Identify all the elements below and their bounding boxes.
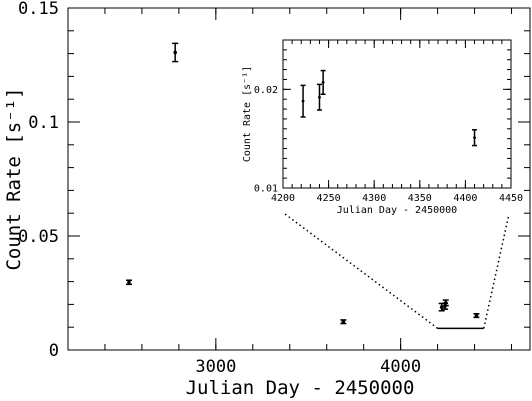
x-tick-label: 4450 [499, 193, 523, 204]
x-tick-label: 4200 [271, 193, 295, 204]
inset-plot-frame [282, 39, 512, 189]
y-tick-label: 0 [49, 341, 59, 361]
data-point [474, 313, 479, 318]
inset-y-axis-label: Count Rate [s⁻¹] [242, 66, 253, 162]
main-data-points [125, 42, 480, 325]
main-plot-frame [67, 7, 531, 351]
zoom-connector-left [284, 213, 439, 329]
y-tick-label: 0.05 [18, 227, 59, 247]
y-tick-label: 0.1 [28, 113, 59, 133]
x-tick-label: 4300 [362, 193, 386, 204]
x-tick-label: 3000 [195, 357, 236, 377]
main-x-axis-label: Julian Day - 2450000 [186, 377, 415, 399]
data-point [173, 50, 177, 55]
y-tick-label: 0.02 [254, 85, 278, 96]
main-y-axis-label: Count Rate [s⁻¹] [3, 87, 25, 270]
data-point [321, 81, 325, 84]
zoom-connector-right [483, 213, 510, 329]
data-point [301, 99, 305, 103]
inset-tick-labels: 4200 4250 4300 4350 4400 4450 0.01 0.02 [254, 85, 523, 204]
data-point [318, 95, 321, 99]
inset-x-axis-label: Julian Day - 2450000 [337, 205, 457, 216]
main-axis-ticks [67, 7, 530, 351]
x-tick-label: 4250 [317, 193, 341, 204]
inset-axis-ticks [282, 39, 512, 189]
x-tick-label: 4000 [380, 357, 421, 377]
x-tick-label: 4350 [408, 193, 432, 204]
data-point [473, 136, 476, 140]
y-tick-label: 0.01 [254, 184, 278, 195]
data-point [443, 301, 448, 305]
y-tick-label: 0.15 [18, 0, 59, 19]
x-tick-label: 4400 [453, 193, 477, 204]
data-point [127, 280, 131, 285]
main-tick-labels: 3000 4000 0 0.05 0.1 0.15 [18, 0, 421, 377]
inset-data-points [300, 69, 478, 147]
data-point [439, 305, 444, 309]
data-point [341, 319, 346, 324]
